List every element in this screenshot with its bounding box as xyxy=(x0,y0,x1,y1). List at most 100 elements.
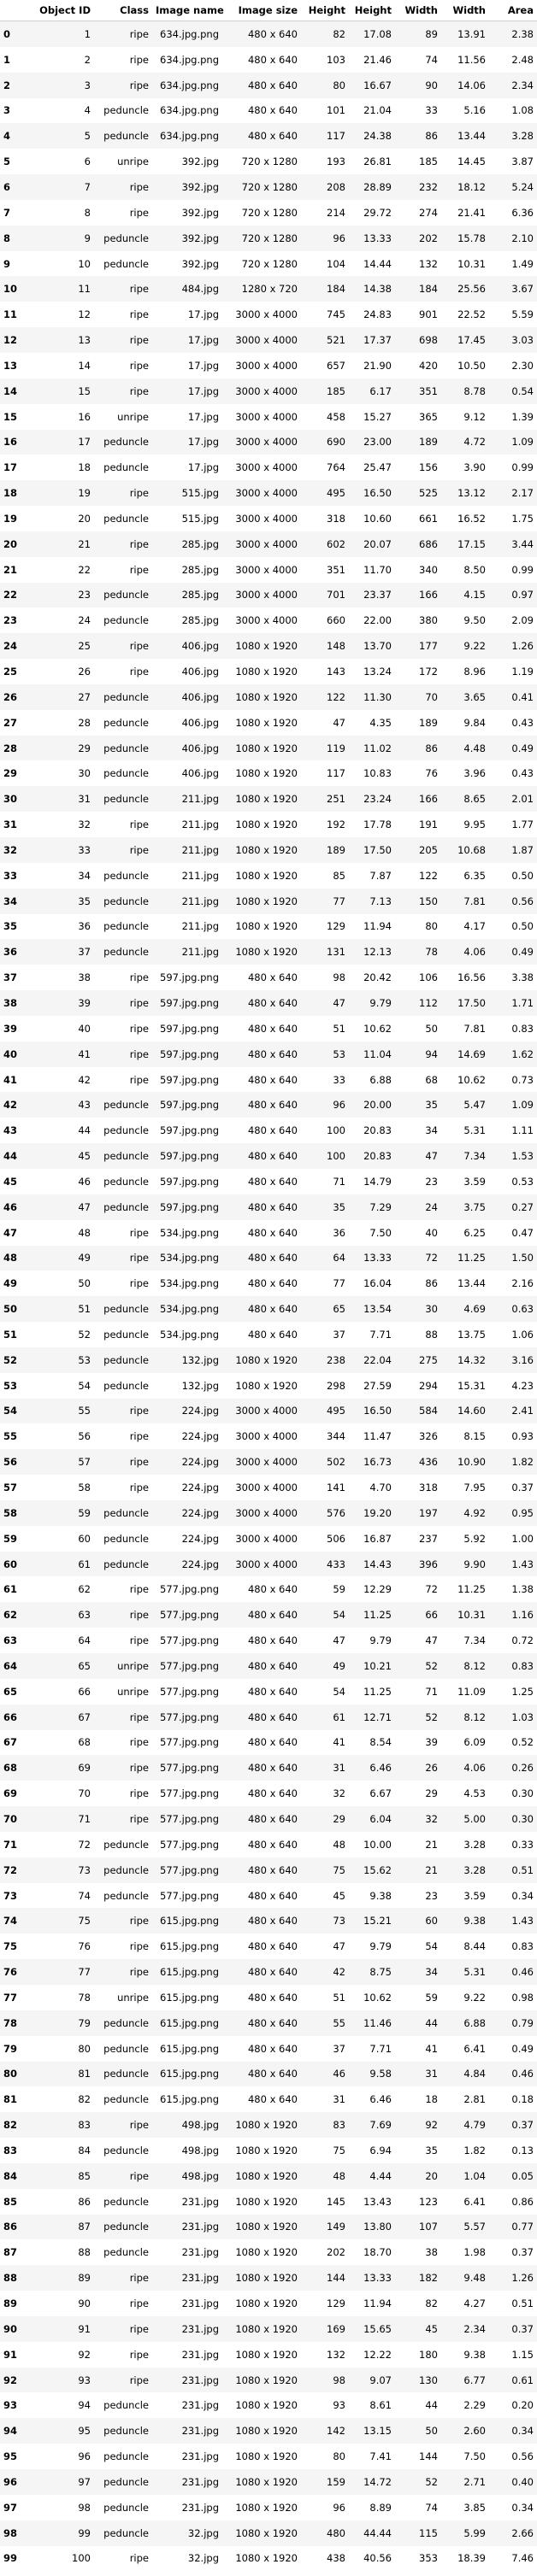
cell-class: peduncle xyxy=(94,455,152,481)
cell-height-pct: 6.17 xyxy=(349,378,395,404)
cell-image-name: 615.jpg.png xyxy=(152,2010,222,2036)
cell-class: unripe xyxy=(94,403,152,430)
cell-image-name: 231.jpg xyxy=(152,2315,222,2342)
cell-width-px: 78 xyxy=(395,939,441,965)
cell-height-px: 71 xyxy=(301,1168,349,1194)
cell-width-px: 185 xyxy=(395,149,441,175)
cell-height-pct: 21.90 xyxy=(349,352,395,378)
cell-width-px: 94 xyxy=(395,1041,441,1067)
table-header: Object ID Class Image name Image size He… xyxy=(0,0,537,21)
cell-height-pct: 28.89 xyxy=(349,174,395,200)
cell-class: ripe xyxy=(94,659,152,684)
cell-class: peduncle xyxy=(94,1882,152,1909)
cell-height-px: 96 xyxy=(301,1092,349,1118)
cell-image-size: 480 x 640 xyxy=(222,2061,301,2087)
cell-image-size: 1080 x 1920 xyxy=(222,2469,301,2495)
table-row: 90 91 ripe 231.jpg 1080 x 1920 169 15.65 45 2.34… xyxy=(0,2315,537,2342)
cell-height-pct: 16.50 xyxy=(349,1398,395,1424)
cell-image-name: 577.jpg.png xyxy=(152,1781,222,1807)
cell-width-pct: 2.60 xyxy=(441,2418,489,2444)
row-index: 61 xyxy=(0,1576,32,1603)
cell-class: ripe xyxy=(94,1933,152,1960)
cell-image-name: 577.jpg.png xyxy=(152,1653,222,1679)
cell-width-px: 106 xyxy=(395,965,441,991)
cell-area: 1.03 xyxy=(489,1704,537,1730)
row-index: 38 xyxy=(0,990,32,1016)
row-index: 8 xyxy=(0,225,32,251)
cell-width-pct: 5.00 xyxy=(441,1806,489,1832)
cell-image-size: 480 x 640 xyxy=(222,1933,301,1960)
table-row: 48 49 ripe 534.jpg.png 480 x 640 64 13.33 72 11.… xyxy=(0,1245,537,1271)
cell-height-px: 142 xyxy=(301,2418,349,2444)
cell-height-pct: 7.41 xyxy=(349,2444,395,2469)
cell-height-px: 129 xyxy=(301,2291,349,2316)
cell-object-id: 59 xyxy=(32,1499,94,1526)
cell-height-px: 47 xyxy=(301,1628,349,1653)
cell-image-name: 634.jpg.png xyxy=(152,46,222,73)
row-index: 47 xyxy=(0,1219,32,1246)
cell-object-id: 35 xyxy=(32,888,94,914)
cell-class: ripe xyxy=(94,276,152,302)
cell-width-px: 66 xyxy=(395,1602,441,1628)
cell-class: unripe xyxy=(94,1678,152,1705)
cell-width-px: 172 xyxy=(395,659,441,684)
cell-image-size: 720 x 1280 xyxy=(222,149,301,175)
cell-image-size: 480 x 640 xyxy=(222,1678,301,1705)
header-index xyxy=(0,0,32,21)
cell-width-px: 50 xyxy=(395,1015,441,1042)
cell-height-pct: 11.02 xyxy=(349,735,395,761)
cell-width-px: 436 xyxy=(395,1449,441,1476)
cell-width-pct: 5.31 xyxy=(441,1118,489,1144)
cell-object-id: 17 xyxy=(32,429,94,455)
table-row: 76 77 ripe 615.jpg.png 480 x 640 42 8.75 34 5.31… xyxy=(0,1959,537,1985)
cell-object-id: 81 xyxy=(32,2061,94,2087)
cell-class: ripe xyxy=(94,2367,152,2393)
row-index: 45 xyxy=(0,1168,32,1194)
row-index: 64 xyxy=(0,1653,32,1679)
cell-image-size: 1080 x 1920 xyxy=(222,2265,301,2291)
row-index: 49 xyxy=(0,1270,32,1297)
cell-height-px: 77 xyxy=(301,1270,349,1297)
cell-width-px: 71 xyxy=(395,1678,441,1705)
cell-area: 1.06 xyxy=(489,1322,537,1347)
table-row: 51 52 peduncle 534.jpg.png 480 x 640 37 7.71 88… xyxy=(0,1322,537,1347)
cell-width-pct: 22.52 xyxy=(441,302,489,328)
cell-image-name: 231.jpg xyxy=(152,2239,222,2266)
cell-image-size: 480 x 640 xyxy=(222,1755,301,1781)
cell-height-px: 657 xyxy=(301,352,349,378)
row-index: 56 xyxy=(0,1449,32,1476)
cell-image-name: 285.jpg xyxy=(152,607,222,634)
cell-image-size: 480 x 640 xyxy=(222,1194,301,1220)
row-index: 57 xyxy=(0,1475,32,1500)
cell-area: 5.24 xyxy=(489,174,537,200)
cell-height-px: 189 xyxy=(301,837,349,863)
cell-object-id: 48 xyxy=(32,1219,94,1246)
cell-height-pct: 12.22 xyxy=(349,2341,395,2368)
cell-height-pct: 8.89 xyxy=(349,2494,395,2520)
cell-width-px: 30 xyxy=(395,1296,441,1323)
table-row: 54 55 ripe 224.jpg 3000 x 4000 495 16.50 584 14.… xyxy=(0,1398,537,1424)
row-index: 9 xyxy=(0,250,32,277)
row-index: 99 xyxy=(0,2545,32,2572)
cell-object-id: 37 xyxy=(32,939,94,965)
cell-image-name: 231.jpg xyxy=(152,2214,222,2240)
cell-area: 1.87 xyxy=(489,837,537,863)
cell-height-px: 145 xyxy=(301,2188,349,2215)
table-row: 29 30 peduncle 406.jpg 1080 x 1920 117 10.83 76… xyxy=(0,760,537,787)
cell-object-id: 28 xyxy=(32,709,94,736)
cell-width-pct: 17.50 xyxy=(441,990,489,1016)
cell-class: peduncle xyxy=(94,1525,152,1552)
cell-width-px: 44 xyxy=(395,2392,441,2419)
cell-height-pct: 7.71 xyxy=(349,2035,395,2062)
cell-width-px: 318 xyxy=(395,1475,441,1500)
table-row: 67 68 ripe 577.jpg.png 480 x 640 41 8.54 39 6.09… xyxy=(0,1729,537,1756)
cell-image-size: 3000 x 4000 xyxy=(222,352,301,378)
cell-image-size: 480 x 640 xyxy=(222,1219,301,1246)
cell-width-pct: 5.57 xyxy=(441,2214,489,2240)
row-index: 59 xyxy=(0,1525,32,1552)
cell-object-id: 99 xyxy=(32,2520,94,2546)
cell-object-id: 58 xyxy=(32,1475,94,1500)
cell-width-pct: 4.92 xyxy=(441,1499,489,1526)
cell-class: ripe xyxy=(94,2112,152,2139)
header-row: Object ID Class Image name Image size He… xyxy=(0,0,537,21)
